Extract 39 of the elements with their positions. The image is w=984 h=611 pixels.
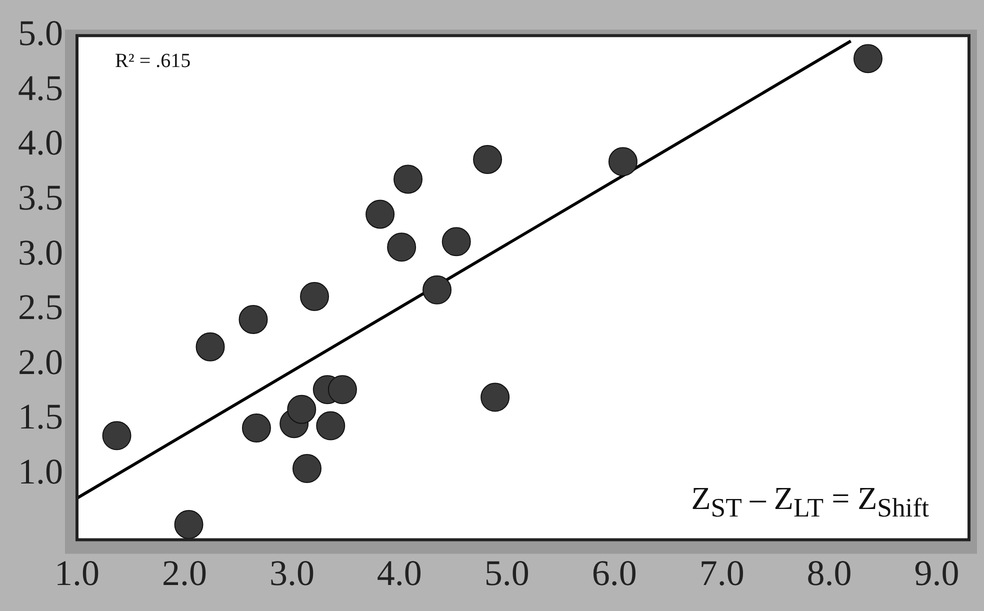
- y-tick-label: 1.5: [18, 396, 63, 437]
- x-tick-label: 8.0: [806, 552, 852, 593]
- point: [394, 164, 423, 194]
- y-tick-label: 3.5: [18, 177, 63, 218]
- point: [102, 421, 132, 450]
- point: [422, 275, 452, 304]
- point: [174, 510, 204, 539]
- y-tick-label: 4.5: [18, 68, 63, 108]
- point: [316, 411, 346, 440]
- point: [287, 394, 316, 424]
- point: [387, 232, 416, 262]
- point: [242, 414, 271, 442]
- x-tick-label: 2.0: [162, 552, 207, 593]
- x-tick-label: 5.0: [484, 552, 530, 593]
- annotation: R² = .615: [115, 50, 191, 73]
- x-tick-label: 1.0: [54, 552, 100, 593]
- point: [328, 375, 357, 404]
- x-tick-label: 3.0: [269, 552, 314, 593]
- point: [300, 282, 330, 311]
- y-tick-label: 2.5: [18, 287, 63, 328]
- point: [608, 147, 638, 176]
- x-tick-label: 7.0: [699, 552, 744, 593]
- point: [480, 382, 510, 412]
- y-tick-label: 4.0: [18, 122, 63, 163]
- y-tick-label: 2.0: [18, 342, 63, 382]
- annotation: Z$_{ST}$ – Z$_{LT}$ = Z$_{Shift}$: [691, 480, 929, 524]
- point: [238, 304, 268, 334]
- point: [853, 44, 882, 74]
- point: [442, 227, 471, 256]
- y-tick-label: 3.0: [18, 232, 63, 272]
- point: [196, 332, 225, 362]
- x-tick-label: 4.0: [376, 552, 422, 593]
- x-tick-label: 9.0: [914, 552, 960, 593]
- x-tick-label: 6.0: [592, 552, 637, 593]
- point: [473, 144, 502, 174]
- y-tick-label: 5.0: [18, 13, 63, 54]
- point: [366, 200, 395, 229]
- point: [292, 454, 322, 484]
- y-tick-label: 1.0: [18, 451, 63, 492]
